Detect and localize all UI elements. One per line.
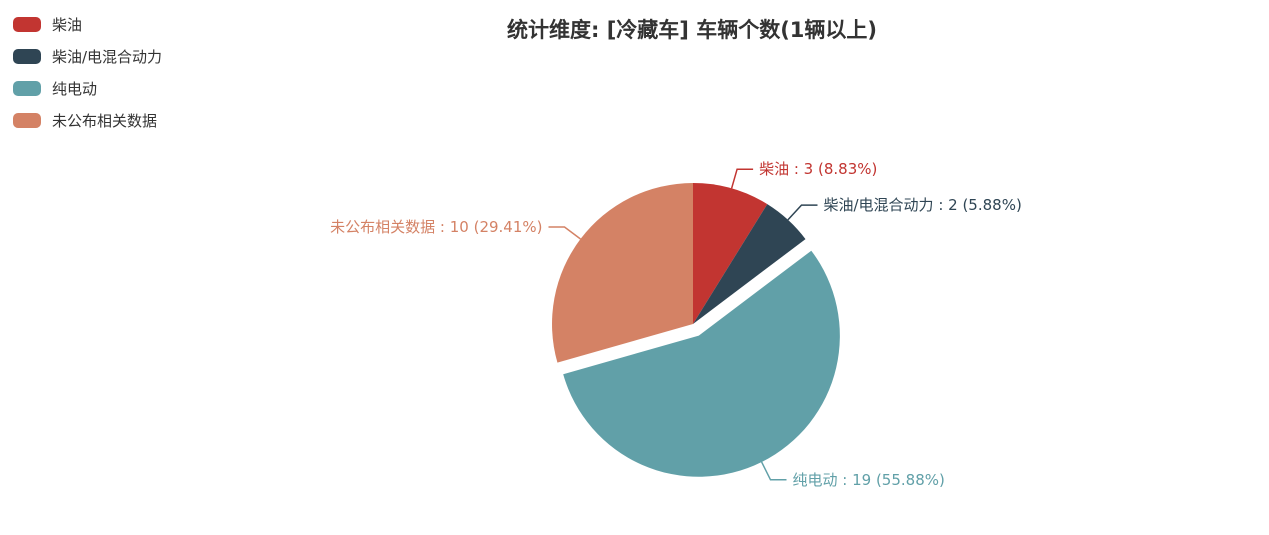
chart-title: 统计维度: [冷藏车] 车辆个数(1辆以上) <box>506 18 878 42</box>
pie-slice[interactable] <box>552 183 693 363</box>
legend-swatch <box>13 80 41 96</box>
pie-slice[interactable] <box>693 204 806 324</box>
legend-swatch <box>13 112 41 128</box>
legend-item[interactable]: 纯电动 <box>13 72 162 104</box>
legend-item[interactable]: 柴油/电混合动力 <box>13 40 162 72</box>
label-line <box>787 204 818 221</box>
legend-label: 柴油 <box>52 15 83 34</box>
pie-slice[interactable] <box>693 182 768 324</box>
legend-item[interactable]: 未公布相关数据 <box>13 104 162 136</box>
pie-slice[interactable] <box>563 250 840 477</box>
legend-label: 纯电动 <box>52 79 98 98</box>
legend-swatch <box>13 16 41 32</box>
label-line <box>730 168 754 189</box>
legend-label: 未公布相关数据 <box>52 111 158 130</box>
label-line <box>548 226 581 240</box>
legend-label: 柴油/电混合动力 <box>52 47 163 66</box>
slice-label: 柴油/电混合动力 : 2 (5.88%) <box>824 196 1022 214</box>
slice-label: 柴油 : 3 (8.83%) <box>759 160 877 178</box>
slice-label: 未公布相关数据 : 10 (29.41%) <box>330 218 542 236</box>
label-line <box>760 461 787 481</box>
slice-label: 纯电动 : 19 (55.88%) <box>793 471 945 489</box>
legend-item[interactable]: 柴油 <box>13 8 162 40</box>
legend-swatch <box>13 48 41 64</box>
legend: 柴油柴油/电混合动力 纯电动未公布相关数据 <box>13 8 162 136</box>
